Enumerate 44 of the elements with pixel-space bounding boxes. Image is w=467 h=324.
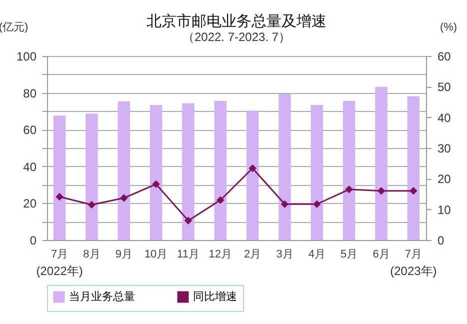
legend-label: 当月业务总量 <box>69 290 135 303</box>
point <box>88 200 96 209</box>
y2-tick-label: 30 <box>438 142 452 156</box>
point <box>152 180 160 188</box>
y-tick-label: 60 <box>23 123 37 138</box>
x-tick-label: 2月 <box>244 248 262 260</box>
point <box>345 186 353 194</box>
x-tick-label: 8月 <box>83 248 100 260</box>
y2-tick-label: 0 <box>438 234 444 248</box>
point <box>377 187 386 195</box>
y2-tick-label: 60 <box>438 50 452 64</box>
x-tick-label: 5月 <box>340 248 358 260</box>
y-tick-label: 20 <box>23 196 37 211</box>
y-tick-label: 80 <box>23 86 37 100</box>
point <box>248 164 256 172</box>
point <box>410 187 418 195</box>
y2-tick-label: 20 <box>438 172 452 186</box>
y-tick-label: 0 <box>30 234 37 248</box>
text: (2023年) <box>390 264 437 278</box>
y2-tick-label: 10 <box>438 202 452 217</box>
x-tick-label: 6月 <box>372 248 390 260</box>
point <box>120 194 128 202</box>
x-tick-label: 4月 <box>308 248 326 260</box>
point <box>216 196 224 204</box>
x-tick-label: 12月 <box>208 248 232 260</box>
x-tick-label: 11月 <box>177 248 200 260</box>
y-tick-label: 100 <box>16 50 37 64</box>
y2-axis-title: (%) <box>440 22 458 34</box>
point <box>313 200 321 208</box>
y2-tick-label: 50 <box>438 80 452 94</box>
x-tick-label: 3月 <box>276 248 294 260</box>
legend-label: 同比增速 <box>193 290 237 303</box>
x-tick-label: 7月 <box>50 248 68 260</box>
text: (2022年) <box>36 264 83 278</box>
x-tick-label: 10月 <box>144 248 168 260</box>
y-tick-label: 40 <box>23 160 37 174</box>
point <box>184 216 192 225</box>
point <box>56 192 64 201</box>
y2-tick-label: 40 <box>438 110 452 125</box>
point <box>280 200 289 208</box>
x-tick-label: 7月 <box>404 248 422 260</box>
chart-title: 北京市邮电业务总量及增速 <box>146 13 326 30</box>
chart-subtitle: （2022. 7-2023. 7） <box>182 30 291 44</box>
x-tick-label: 9月 <box>115 248 132 260</box>
